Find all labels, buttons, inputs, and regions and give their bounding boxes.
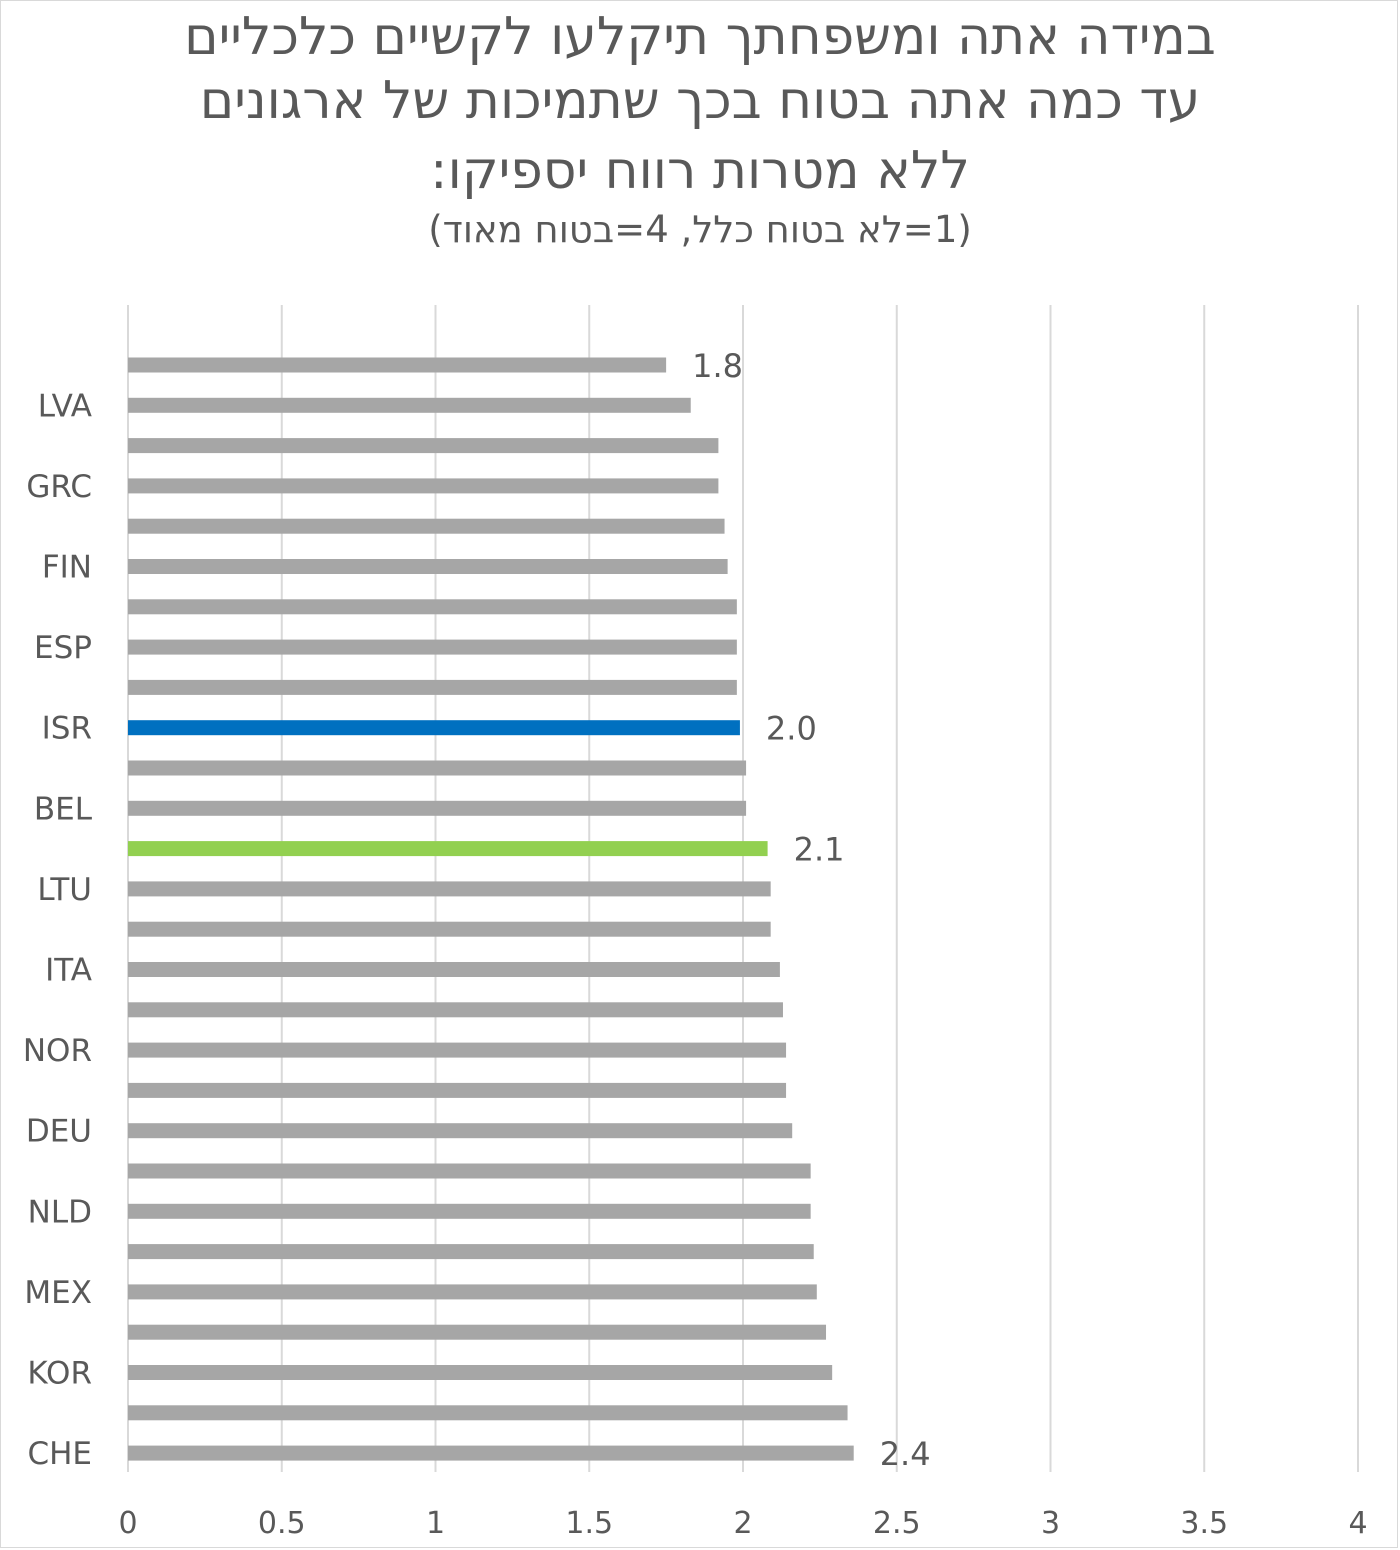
y-category-label: ISR xyxy=(42,711,92,747)
bar xyxy=(128,1244,814,1260)
y-category-label: BEL xyxy=(34,791,93,827)
data-label: 2.1 xyxy=(794,831,845,869)
y-category-label: NOR xyxy=(23,1033,92,1069)
bar xyxy=(128,518,725,534)
x-tick-label: 2 xyxy=(733,1506,752,1541)
bar xyxy=(128,1284,817,1300)
x-tick-label: 3 xyxy=(1041,1506,1060,1541)
bar xyxy=(128,1324,827,1340)
bar xyxy=(128,679,737,695)
chart-subtitle: (1=לא בטוח כלל, 4=בטוח מאוד) xyxy=(428,208,972,251)
data-label: 2.0 xyxy=(766,710,817,748)
x-tick-label: 1.5 xyxy=(565,1506,613,1541)
chart-title-line-3: ללא מטרות רווח יספיקו: xyxy=(430,141,970,201)
x-tick-label: 4 xyxy=(1348,1506,1367,1541)
bar xyxy=(128,1405,848,1421)
chart-title-line-1: במידה אתה ומשפחתך תיקלעו לקשיים כלכליים xyxy=(184,7,1216,67)
bar xyxy=(128,599,737,615)
y-category-label: LTU xyxy=(37,872,92,908)
bar xyxy=(128,1203,811,1219)
bar xyxy=(128,1163,811,1179)
y-category-label: GRC xyxy=(26,469,92,505)
x-tick-label: 0 xyxy=(118,1506,137,1541)
y-category-label: MEX xyxy=(24,1275,92,1311)
bar xyxy=(128,1445,854,1461)
y-category-label: LVA xyxy=(38,388,92,424)
x-tick-label: 0.5 xyxy=(258,1506,306,1541)
y-category-label: FIN xyxy=(42,550,92,586)
bar xyxy=(128,438,719,454)
x-tick-label: 3.5 xyxy=(1180,1506,1228,1541)
bar xyxy=(128,881,771,897)
y-category-label: ESP xyxy=(34,630,92,666)
y-category-label: CHE xyxy=(27,1436,92,1472)
x-tick-label: 1 xyxy=(426,1506,445,1541)
bar xyxy=(128,962,780,977)
bar xyxy=(128,1082,787,1098)
bar xyxy=(128,357,667,373)
bar xyxy=(128,1365,833,1380)
bar xyxy=(128,921,771,937)
bar xyxy=(128,1002,783,1018)
y-category-label: NLD xyxy=(28,1194,92,1230)
data-label: 2.4 xyxy=(880,1435,931,1473)
bar xyxy=(128,639,737,655)
bar xyxy=(128,800,747,816)
y-category-label: KOR xyxy=(27,1356,92,1392)
bar-average xyxy=(128,841,768,857)
bar-israel xyxy=(128,720,740,736)
bar xyxy=(128,397,691,413)
bar xyxy=(128,478,719,494)
bar xyxy=(128,1123,793,1139)
data-label: 1.8 xyxy=(692,347,743,385)
x-tick-label: 2.5 xyxy=(873,1506,921,1541)
bar xyxy=(128,559,728,574)
y-category-label: DEU xyxy=(26,1114,92,1150)
bar xyxy=(128,1042,787,1058)
y-category-label: ITA xyxy=(45,953,92,989)
bar xyxy=(128,760,747,776)
chart-title-line-2: עד כמה אתה בטוח בכך שתמיכות של ארגונים xyxy=(199,71,1201,131)
